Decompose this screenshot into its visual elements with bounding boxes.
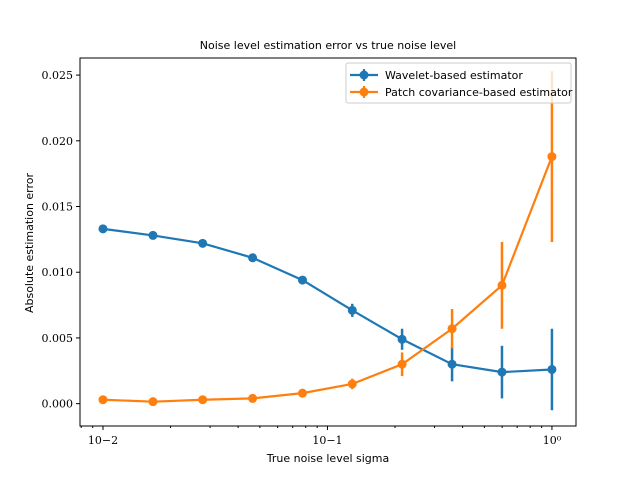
- data-point: [447, 359, 457, 369]
- y-tick-label: 0.005: [42, 332, 74, 345]
- data-point: [447, 324, 457, 334]
- data-point: [347, 379, 357, 389]
- legend-marker: [359, 87, 369, 97]
- chart-title: Noise level estimation error vs true noi…: [200, 39, 456, 52]
- y-tick-label: 0.000: [42, 398, 74, 411]
- plot-frame: [79, 57, 577, 427]
- data-point: [297, 275, 307, 285]
- data-point: [198, 238, 208, 248]
- data-point: [98, 395, 108, 405]
- data-point: [148, 397, 158, 407]
- y-tick-label: 0.025: [42, 69, 74, 82]
- series-0: [98, 224, 557, 411]
- data-point: [397, 359, 407, 369]
- data-point: [248, 393, 258, 403]
- data-point: [297, 388, 307, 398]
- legend-label: Patch covariance-based estimator: [385, 86, 573, 99]
- data-point: [148, 230, 158, 240]
- data-point: [547, 152, 557, 162]
- data-point: [497, 280, 507, 290]
- data-point: [397, 334, 407, 344]
- legend-box: [345, 62, 572, 104]
- data-point: [547, 364, 557, 374]
- data-point: [98, 224, 108, 234]
- y-tick-label: 0.010: [42, 266, 74, 279]
- data-point: [497, 367, 507, 377]
- legend-marker: [359, 70, 369, 80]
- x-tick-label: 10−1: [312, 434, 342, 447]
- legend-label: Wavelet-based estimator: [385, 69, 523, 82]
- legend: Wavelet-based estimator Patch covariance-…: [345, 62, 573, 104]
- data-point: [248, 253, 258, 263]
- series-line: [102, 227, 552, 374]
- data-point: [347, 305, 357, 315]
- data-point: [198, 395, 208, 405]
- y-tick-label: 0.015: [42, 201, 74, 214]
- y-axis-label: Absolute estimation error: [23, 172, 36, 313]
- x-axis-label: True noise level sigma: [266, 452, 390, 465]
- y-tick-label: 0.020: [42, 135, 74, 148]
- x-tick-label: 10⁰: [543, 434, 562, 447]
- x-tick-label: 10−2: [88, 434, 118, 447]
- series-line: [102, 156, 553, 403]
